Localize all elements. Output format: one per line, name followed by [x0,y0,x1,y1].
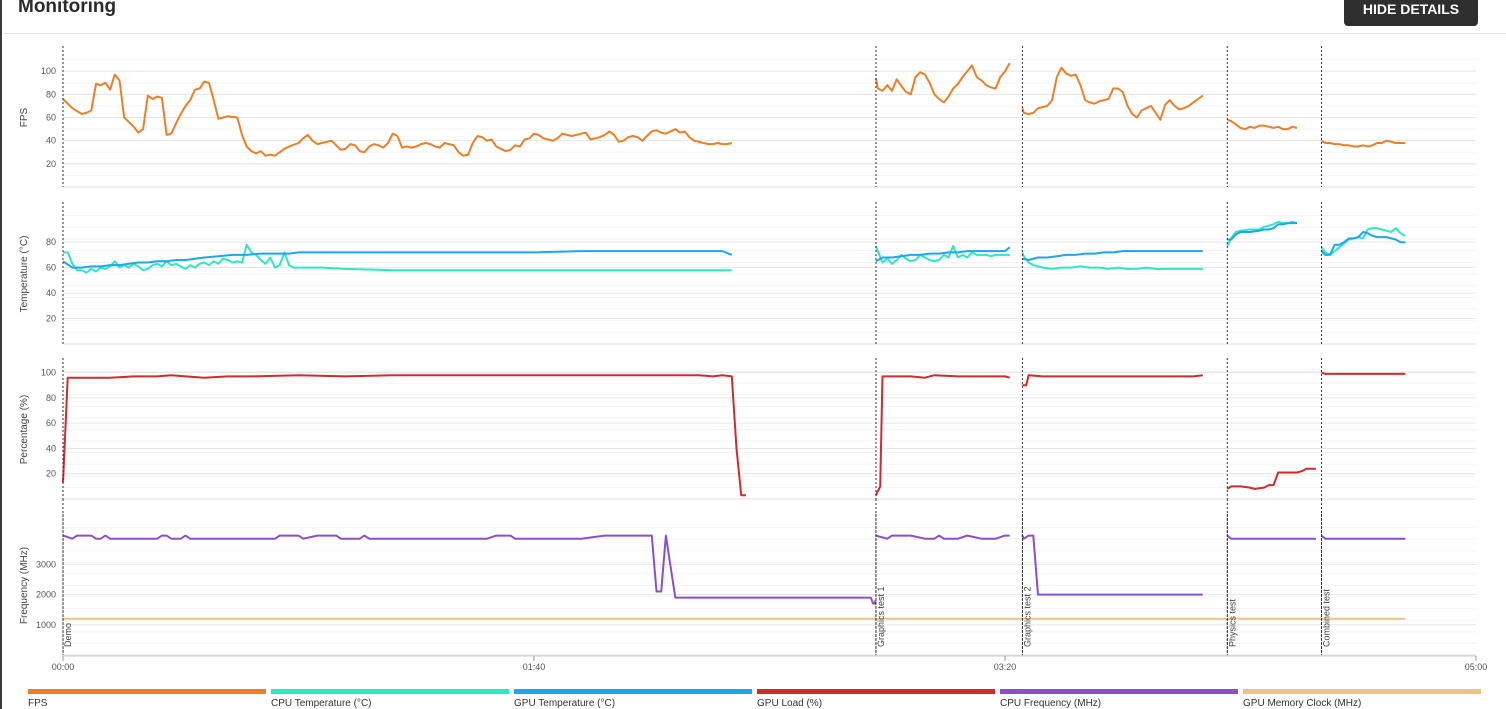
series-line-cpu-frequency-mhz [875,534,1010,540]
test-marker-label: Physics test [1227,598,1237,647]
y-tick-label: 100 [41,368,56,378]
y-tick-label: 20 [46,314,56,324]
series-line-fps [1226,118,1298,131]
y-tick-label: 80 [46,393,56,403]
series-line-cpu-temperature-c [874,245,1010,265]
series-line-gpu-load [1321,371,1406,375]
x-tick-label: 05:00 [1465,662,1488,672]
legend-label: GPU Load (%) [757,698,823,709]
legend-label: GPU Temperature (°C) [514,698,616,709]
y-tick-label: 60 [46,418,56,428]
y-tick-label: 80 [46,89,56,99]
legend-item[interactable]: GPU Load (%) [757,689,995,709]
series-line-cpu-temperature-c [63,243,732,274]
y-tick-label: 60 [46,113,56,123]
x-tick-label: 01:40 [523,662,546,672]
header-divider [4,33,1506,34]
series-line-gpu-temperature-c [62,250,733,269]
legend-item[interactable]: GPU Temperature (°C) [514,689,752,709]
legend-color-bar [28,689,266,694]
series-line-cpu-temperature-c [1021,252,1203,270]
series-line-fps [874,62,1011,104]
y-tick-label: 100 [41,66,56,76]
legend-color-bar [271,689,509,694]
y-axis-label: Percentage (%) [19,395,30,464]
series-line-gpu-load [1022,374,1203,387]
y-tick-label: 60 [46,263,56,273]
series-line-gpu-load [875,374,1010,496]
x-tick-label: 00:00 [52,662,75,672]
y-axis-label: FPS [19,107,30,127]
series-line-gpu-temperature-c [1320,231,1406,256]
legend-item[interactable]: CPU Frequency (MHz) [1000,689,1238,709]
page-title: Monitoring [18,0,117,17]
y-tick-label: 40 [46,443,56,453]
y-axis-label: Temperature (°C) [19,236,30,313]
legend-item[interactable]: FPS [28,689,266,709]
series-line-fps [62,73,733,157]
legend-label: CPU Temperature (°C) [271,698,372,709]
y-axis-label: Frequency (MHz) [19,547,30,624]
series-line-gpu-load [1226,467,1316,490]
legend-label: GPU Memory Clock (MHz) [1243,698,1362,709]
y-tick-label: 3000 [36,559,56,569]
series-line-cpu-frequency-mhz [62,534,877,605]
legend-item[interactable]: CPU Temperature (°C) [271,689,509,709]
series-line-cpu-temperature-c [1320,227,1406,256]
monitoring-chart: 20 40 60 80 100 FPS 20 40 60 80 Temperature (°C) 20… [19,46,1488,672]
legend-color-bar [1000,689,1238,694]
test-marker-label: Graphics test 2 [1022,586,1032,647]
y-tick-label: 20 [46,159,56,169]
y-tick-label: 40 [46,288,56,298]
series-line-fps [1021,66,1204,121]
y-tick-label: 80 [46,237,56,247]
test-marker-label: Demo [63,623,73,647]
series-line-cpu-frequency-mhz [1021,534,1203,596]
y-tick-label: 1000 [36,620,56,630]
legend-color-bar [1243,689,1481,694]
series-line-gpu-temperature-c [1227,222,1297,241]
y-tick-label: 20 [46,469,56,479]
y-tick-label: 2000 [36,590,56,600]
legend-color-bar [514,689,752,694]
series-line-fps [1320,139,1406,148]
legend-color-bar [757,689,995,694]
test-marker-label: Graphics test 1 [876,586,886,647]
hide-details-button[interactable]: HIDE DETAILS [1344,0,1478,26]
legend-item[interactable]: GPU Memory Clock (MHz) [1243,689,1481,709]
series-line-gpu-temperature-c [1022,250,1203,261]
window-left-edge [0,0,2,709]
series-line-cpu-frequency-mhz [1320,534,1406,540]
series-line-gpu-temperature-c [875,246,1011,263]
series-line-gpu-load [62,374,746,497]
legend-label: CPU Frequency (MHz) [1000,698,1102,709]
series-line-cpu-frequency-mhz [1226,534,1316,540]
y-tick-label: 40 [46,136,56,146]
test-marker-label: Combined test [1322,588,1332,647]
x-tick-label: 03:20 [994,662,1017,672]
legend-label: FPS [28,698,48,709]
